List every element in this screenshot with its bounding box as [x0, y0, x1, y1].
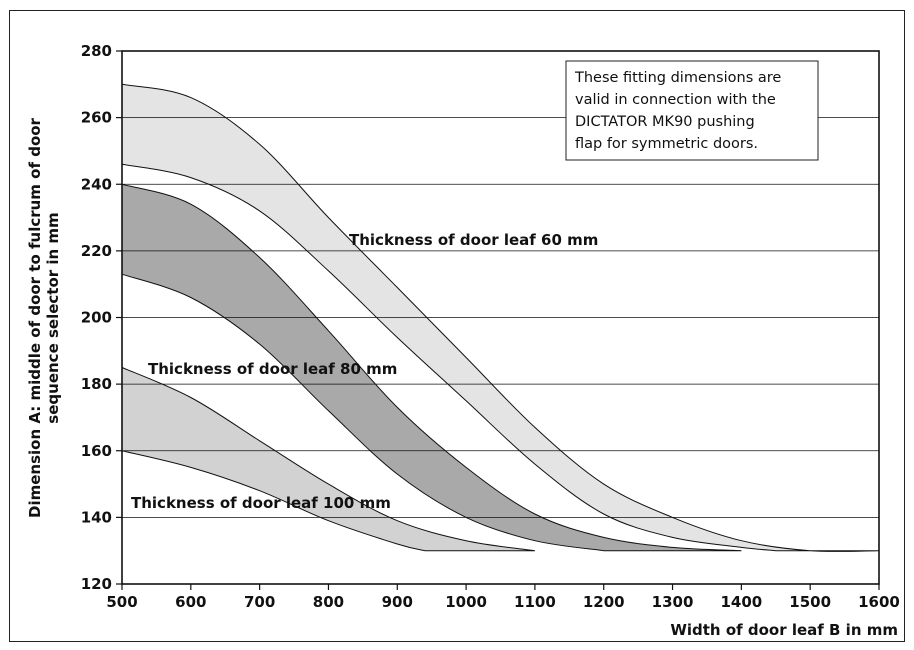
chart-frame — [9, 10, 905, 642]
note-line-4: flap for symmetric doors. — [575, 136, 758, 152]
band-2 — [121, 366, 535, 552]
x-tick-label-1100: 1100 — [514, 593, 556, 611]
bands-layer — [121, 83, 880, 552]
x-tick-label-700: 700 — [244, 593, 275, 611]
x-tick-label-1500: 1500 — [789, 593, 831, 611]
grid-layer — [122, 117, 879, 518]
band-label-100mm: Thickness of door leaf 100 mm — [131, 494, 391, 512]
x-tick-label-600: 600 — [175, 593, 206, 611]
band-label-80mm: Thickness of door leaf 80 mm — [148, 360, 397, 378]
y-tick-label-220: 220 — [81, 242, 112, 260]
y-tick-label-160: 160 — [81, 442, 112, 460]
y-tick-label-260: 260 — [81, 109, 112, 127]
y-tick-label-180: 180 — [81, 375, 112, 393]
x-tick-label-1600: 1600 — [858, 593, 900, 611]
band-label-60mm: Thickness of door leaf 60 mm — [349, 231, 598, 249]
note-line-2: valid in connection with the — [575, 92, 776, 108]
y-tick-label-240: 240 — [81, 175, 112, 193]
band-0 — [121, 83, 880, 552]
x-tick-label-900: 900 — [382, 593, 413, 611]
y-tick-label-280: 280 — [81, 42, 112, 60]
y-tick-label-120: 120 — [81, 575, 112, 593]
y-tick-label-200: 200 — [81, 309, 112, 327]
y-axis-title-line-1: Dimension A: middle of door to fulcrum o… — [26, 117, 44, 518]
note-box-frame — [565, 60, 819, 161]
x-tick-label-500: 500 — [106, 593, 137, 611]
ticks-layer: 120 140 160 180 200 220 240 260 280 500 600 700 800 9… — [81, 42, 900, 611]
note-line-1: These fitting dimensions are — [574, 70, 781, 86]
band-1 — [121, 183, 742, 552]
x-axis-title: Width of door leaf B in mm — [670, 621, 898, 639]
y-tick-label-140: 140 — [81, 508, 112, 526]
x-tick-label-1200: 1200 — [583, 593, 625, 611]
x-tick-label-1000: 1000 — [445, 593, 487, 611]
y-axis-title-line-2: sequence selector in mm — [44, 212, 62, 423]
note-line-3: DICTATOR MK90 pushing — [575, 114, 755, 130]
x-tick-label-1400: 1400 — [720, 593, 762, 611]
x-tick-label-1300: 1300 — [652, 593, 694, 611]
note-box: These fitting dimensions are valid in co… — [565, 60, 819, 161]
x-tick-label-800: 800 — [313, 593, 344, 611]
